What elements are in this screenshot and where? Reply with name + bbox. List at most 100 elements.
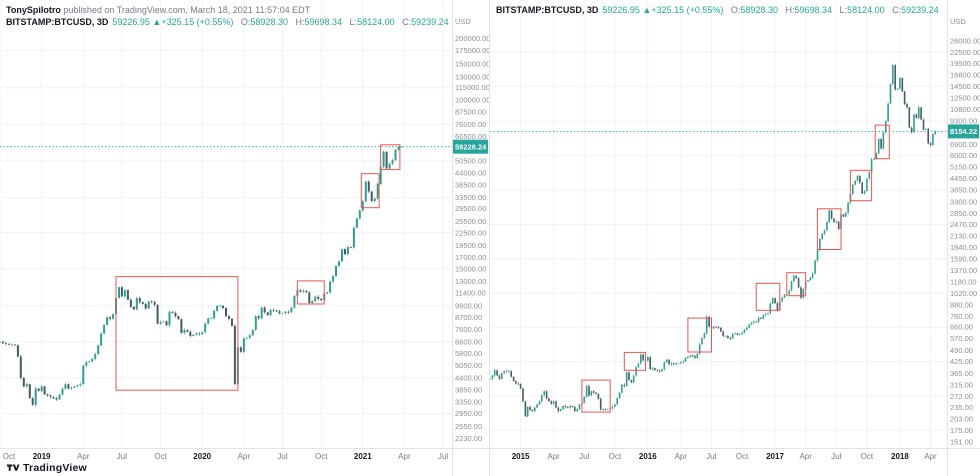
price-change: +325.15 (+0.55%) <box>161 17 234 27</box>
svg-text:203.00: 203.00 <box>950 415 973 424</box>
svg-text:1840.00: 1840.00 <box>950 243 977 252</box>
svg-text:1590.00: 1590.00 <box>950 254 977 263</box>
candlestick-chart-right[interactable]: 26000.00 22500.00 19500.00 16800.00 14500.00… <box>490 0 980 476</box>
svg-text:1370.00: 1370.00 <box>950 266 977 275</box>
svg-text:38500.00: 38500.00 <box>455 181 486 190</box>
author-name[interactable]: TonySpilotro <box>6 5 61 15</box>
svg-text:15000.00: 15000.00 <box>455 264 486 273</box>
candles <box>0 145 403 407</box>
svg-text:6600.00: 6600.00 <box>455 337 482 346</box>
svg-text:130000.00: 130000.00 <box>455 72 489 81</box>
svg-text:570.00: 570.00 <box>950 334 973 343</box>
low-value: 58124.00 <box>847 5 885 15</box>
svg-text:16800.00: 16800.00 <box>950 71 980 80</box>
high-label: H: <box>295 17 305 27</box>
close-value: 59239.24 <box>411 17 449 27</box>
svg-text:660.00: 660.00 <box>950 323 973 332</box>
last-price-value: 59226.95 <box>602 5 640 15</box>
svg-text:17000.00: 17000.00 <box>455 253 486 262</box>
svg-text:2017: 2017 <box>766 452 784 461</box>
svg-text:59226.24: 59226.24 <box>455 143 487 152</box>
svg-text:7600.00: 7600.00 <box>455 325 482 334</box>
high-value: 59698.34 <box>304 17 343 27</box>
svg-text:5050.00: 5050.00 <box>455 361 482 370</box>
svg-text:Jul: Jul <box>831 452 841 461</box>
price-change: +325.15 (+0.55%) <box>651 5 724 15</box>
symbol-name[interactable]: BITSTAMP:BTCUSD, 3D <box>496 5 599 15</box>
svg-text:11400.00: 11400.00 <box>455 289 486 298</box>
svg-text:3850.00: 3850.00 <box>455 385 482 394</box>
svg-text:Apr: Apr <box>799 452 812 461</box>
svg-text:2550.00: 2550.00 <box>455 422 482 431</box>
tradingview-logo[interactable]: TradingView <box>7 461 87 474</box>
svg-text:Apr: Apr <box>547 452 560 461</box>
low-value: 58124.00 <box>357 17 395 27</box>
svg-text:76000.00: 76000.00 <box>455 120 486 129</box>
svg-text:9900.00: 9900.00 <box>455 301 482 310</box>
byline: TonySpilotro published on TradingView.co… <box>6 4 449 16</box>
chart-panel-left: 200000.00 175000.00 150000.00 130000.00 1150… <box>0 0 490 476</box>
grid <box>490 0 947 448</box>
svg-text:Apr: Apr <box>924 452 937 461</box>
svg-text:3300.00: 3300.00 <box>950 197 977 206</box>
chart-header-right: BITSTAMP:BTCUSD, 3D 59226.95 ▲+325.15 (+0… <box>496 4 939 16</box>
candlestick-chart-left[interactable]: 200000.00 175000.00 150000.00 130000.00 1150… <box>0 0 489 476</box>
svg-text:1020.00: 1020.00 <box>950 289 977 298</box>
last-price-badge: 59226.24 <box>453 139 488 154</box>
svg-text:880.00: 880.00 <box>950 300 973 309</box>
svg-text:2018: 2018 <box>891 452 909 461</box>
svg-text:365.00: 365.00 <box>950 369 973 378</box>
svg-text:2019: 2019 <box>33 452 51 461</box>
svg-text:66500.00: 66500.00 <box>455 132 486 141</box>
open-value: 58928.30 <box>740 5 778 15</box>
highlight-boxes <box>115 144 401 391</box>
svg-text:Jul: Jul <box>277 452 287 461</box>
svg-text:4400.00: 4400.00 <box>455 373 482 382</box>
svg-text:2021: 2021 <box>354 452 372 461</box>
svg-text:33500.00: 33500.00 <box>455 193 486 202</box>
svg-text:Apr: Apr <box>398 452 411 461</box>
svg-text:425.00: 425.00 <box>950 357 973 366</box>
svg-text:2230.00: 2230.00 <box>455 434 482 443</box>
svg-text:Oct: Oct <box>3 452 16 461</box>
close-label: C: <box>892 5 902 15</box>
tradingview-logo-icon <box>7 464 20 471</box>
close-value: 59239.24 <box>901 5 939 15</box>
svg-text:Apr: Apr <box>675 452 688 461</box>
svg-text:5150.00: 5150.00 <box>950 163 977 172</box>
svg-text:Jul: Jul <box>579 452 589 461</box>
time-axis[interactable]: 2015 Apr Jul Oct 2016 Apr Jul Oct 2017 Apr Jul Oct 2… <box>512 452 937 461</box>
candles <box>490 63 936 418</box>
low-label: L: <box>349 17 358 27</box>
svg-text:4450.00: 4450.00 <box>950 174 977 183</box>
svg-text:100000.00: 100000.00 <box>455 96 489 105</box>
symbol-name[interactable]: BITSTAMP:BTCUSD, 3D <box>6 17 109 27</box>
svg-text:6900.00: 6900.00 <box>950 140 977 149</box>
close-label: C: <box>402 17 412 27</box>
time-axis[interactable]: Oct 2019 Apr Jul Oct 2020 Apr Jul Oct 2021 Apr Jul <box>3 452 449 461</box>
svg-text:5800.00: 5800.00 <box>455 349 482 358</box>
svg-text:2020: 2020 <box>193 452 211 461</box>
price-axis[interactable]: 200000.00 175000.00 150000.00 130000.00 1150… <box>455 17 489 443</box>
svg-text:150000.00: 150000.00 <box>455 60 489 69</box>
svg-text:19500.00: 19500.00 <box>950 59 980 68</box>
svg-text:Apr: Apr <box>77 452 90 461</box>
svg-text:272.00: 272.00 <box>950 392 973 401</box>
svg-text:25500.00: 25500.00 <box>455 217 486 226</box>
svg-text:29500.00: 29500.00 <box>455 204 486 213</box>
svg-text:12500.00: 12500.00 <box>950 94 980 103</box>
price-axis[interactable]: 26000.00 22500.00 19500.00 16800.00 14500.00… <box>950 17 980 447</box>
svg-text:200000.00: 200000.00 <box>455 34 489 43</box>
svg-text:Oct: Oct <box>736 452 749 461</box>
symbol-info-bar: BITSTAMP:BTCUSD, 3D 59226.95 ▲+325.15 (+0… <box>496 4 939 16</box>
svg-text:2470.00: 2470.00 <box>950 220 977 229</box>
high-label: H: <box>785 5 795 15</box>
svg-text:50500.00: 50500.00 <box>455 156 486 165</box>
up-arrow-icon: ▲ <box>642 5 652 15</box>
svg-text:175.00: 175.00 <box>950 426 973 435</box>
grid <box>0 0 452 448</box>
svg-text:151.00: 151.00 <box>950 438 973 447</box>
svg-text:315.00: 315.00 <box>950 380 973 389</box>
svg-text:Jul: Jul <box>706 452 716 461</box>
